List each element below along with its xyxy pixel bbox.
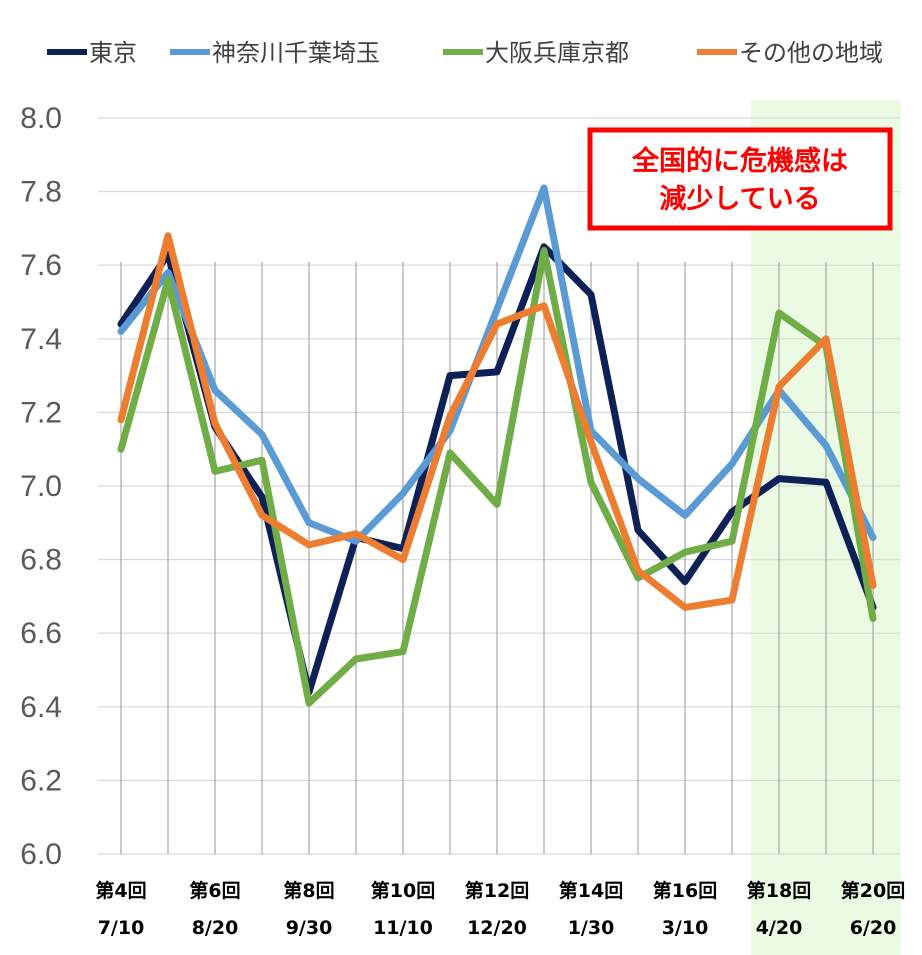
x-tick-label-date: 12/20 [467,917,527,939]
annotation-text: 減少している [659,184,820,215]
y-tick-label: 6.8 [20,544,62,577]
series-line-1 [117,184,877,545]
vertical-drop-lines [120,262,874,854]
series-lines [117,184,877,707]
y-tick-label: 7.4 [20,323,62,356]
series-line-0 [117,243,877,696]
y-tick-label: 7.0 [20,470,62,503]
y-tick-label: 6.6 [20,617,62,650]
y-tick-label: 6.4 [20,691,62,724]
series-line-3 [117,232,877,611]
y-tick-label: 8.0 [20,102,62,135]
series-line-2 [117,247,877,707]
x-tick-label-round: 第6回 [189,879,240,902]
annotation-text: 全国的に危機感は [631,145,848,177]
y-tick-label: 7.2 [20,396,62,429]
legend: 東京 神奈川千葉埼玉 大阪兵庫京都 その他の地域 [47,39,883,67]
x-axis-ticks: 第4回 7/10 第6回 8/20 第8回 9/30 第10回 11/10 第12回 12/20 第… [95,879,905,939]
x-tick-label-date: 4/20 [756,917,803,939]
y-tick-label: 6.2 [20,764,62,797]
x-tick-label-round: 第16回 [653,879,717,902]
legend-label: 東京 [89,39,137,67]
x-tick-label-round: 第18回 [747,879,811,902]
y-axis-ticks: 6.0 6.2 6.4 6.6 6.8 7.0 7.2 7.4 7.6 7.8 8.0 [20,102,62,871]
x-tick-label-round: 第10回 [371,879,435,902]
y-tick-label: 7.6 [20,249,62,282]
x-tick-label-date: 1/30 [568,917,615,939]
x-tick-label-date: 6/20 [850,917,897,939]
y-tick-label: 7.8 [20,176,62,209]
x-tick-label-round: 第14回 [559,879,623,902]
x-tick-label-date: 9/30 [286,917,333,939]
x-tick-label-date: 7/10 [98,917,145,939]
x-tick-label-date: 11/10 [373,917,433,939]
x-tick-label-date: 8/20 [192,917,239,939]
x-tick-label-date: 3/10 [662,917,709,939]
annotation-border [587,127,893,231]
x-tick-label-round: 第4回 [95,879,146,902]
x-tick-label-round: 第12回 [465,879,529,902]
legend-label: その他の地域 [739,39,883,67]
legend-label: 神奈川千葉埼玉 [212,39,380,67]
legend-label: 大阪兵庫京都 [485,39,629,67]
x-tick-label-round: 第8回 [283,879,334,902]
y-tick-label: 6.0 [20,838,62,871]
x-tick-label-round: 第20回 [841,879,905,902]
